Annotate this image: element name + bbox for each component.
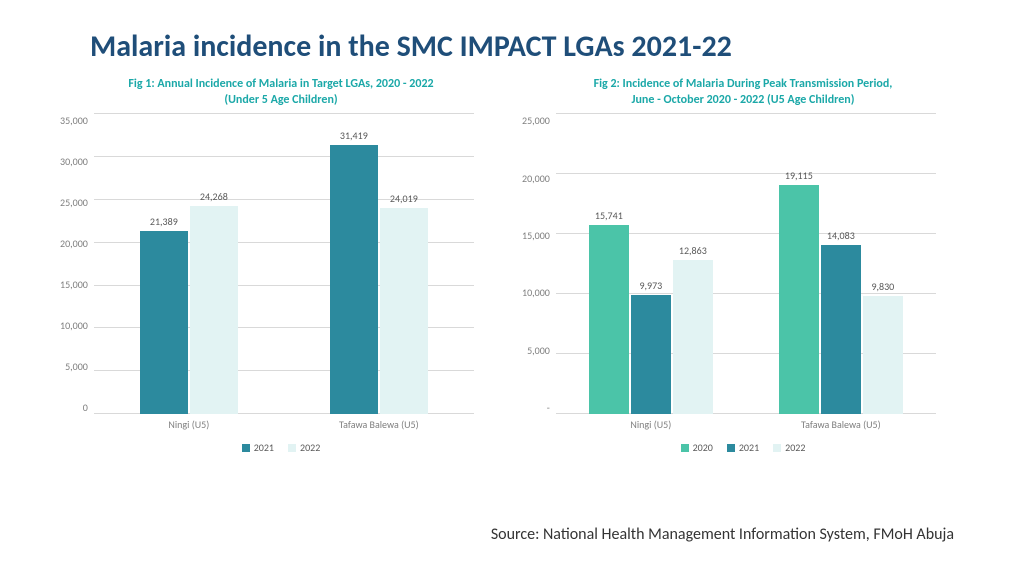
- fig2-ytick: 25,000: [522, 114, 550, 127]
- fig2-ytick: 10,000: [522, 286, 550, 299]
- fig2-bar-label: 12,863: [679, 244, 707, 257]
- fig2-bar-label: 15,741: [595, 209, 623, 222]
- fig1-bar-label: 24,268: [200, 190, 228, 203]
- fig2-bar: 12,863: [673, 260, 713, 414]
- fig1-xlabel: Tafawa Balewa (U5): [284, 414, 474, 431]
- fig2-bar-label: 9,830: [871, 280, 894, 293]
- fig1-bar: 21,389: [140, 231, 188, 414]
- fig1-ytick: 5,000: [65, 360, 88, 373]
- fig2-bar: 19,115: [779, 185, 819, 414]
- fig2-title-line2: June - October 2020 - 2022 (U5 Age Child…: [632, 93, 855, 107]
- fig1-legend-item: 2022: [288, 441, 320, 454]
- source-text: Source: National Health Management Infor…: [491, 525, 954, 544]
- fig2-ytick: -: [547, 401, 550, 414]
- fig1-ytick: 15,000: [60, 278, 88, 291]
- fig2-y-axis: 25,000 20,000 15,000 10,000 5,000 -: [522, 114, 556, 414]
- fig2-bar: 15,741: [589, 225, 629, 414]
- fig2-xlabel: Ningi (U5): [556, 414, 746, 431]
- fig1-ytick: 25,000: [60, 196, 88, 209]
- fig1-plot: 21,38924,26831,41924,019: [94, 114, 474, 414]
- fig2-legend-label: 2021: [739, 441, 759, 454]
- fig2-title: Fig 2: Incidence of Malaria During Peak …: [522, 77, 964, 108]
- fig1-legend-label: 2022: [300, 441, 320, 454]
- slide: Malaria incidence in the SMC IMPACT LGAs…: [0, 0, 1024, 576]
- fig1-bar: 24,268: [190, 206, 238, 414]
- fig1-x-labels: Ningi (U5)Tafawa Balewa (U5): [94, 414, 474, 431]
- fig2-legend-item: 2022: [773, 441, 805, 454]
- fig2-xlabel: Tafawa Balewa (U5): [746, 414, 936, 431]
- fig2-bar: 14,083: [821, 245, 861, 414]
- fig1-legend-swatch: [288, 444, 296, 452]
- fig1-bar-label: 31,419: [340, 129, 368, 142]
- fig1-ytick: 20,000: [60, 237, 88, 250]
- fig1-title: Fig 1: Annual Incidence of Malaria in Ta…: [60, 77, 502, 108]
- fig2-bar: 9,973: [631, 295, 671, 415]
- fig2-ytick: 20,000: [522, 172, 550, 185]
- fig1-title-line2: (Under 5 Age Children): [224, 93, 337, 107]
- fig2-bar-label: 9,973: [639, 279, 662, 292]
- fig2-ytick: 5,000: [527, 344, 550, 357]
- fig1-chart-area: 35,000 30,000 25,000 20,000 15,000 10,000 5,00…: [60, 114, 502, 431]
- fig2-legend-label: 2020: [693, 441, 713, 454]
- fig1-chart: Fig 1: Annual Incidence of Malaria in Ta…: [60, 77, 502, 454]
- fig1-legend-swatch: [242, 444, 250, 452]
- fig2-group: 19,11514,0839,830: [746, 114, 936, 414]
- fig2-bar-label: 14,083: [827, 229, 855, 242]
- fig1-ytick: 0: [83, 401, 88, 414]
- fig2-legend-item: 2021: [727, 441, 759, 454]
- fig1-bar: 24,019: [380, 208, 428, 414]
- fig2-title-line1: Fig 2: Incidence of Malaria During Peak …: [594, 77, 893, 91]
- fig2-group: 15,7419,97312,863: [556, 114, 746, 414]
- fig1-legend: 2021 2022: [60, 441, 502, 454]
- fig1-ytick: 10,000: [60, 319, 88, 332]
- fig2-chart: Fig 2: Incidence of Malaria During Peak …: [522, 77, 964, 454]
- fig2-legend-swatch: [773, 444, 781, 452]
- fig2-bar: 9,830: [863, 296, 903, 414]
- fig1-title-line1: Fig 1: Annual Incidence of Malaria in Ta…: [128, 77, 433, 91]
- fig1-group: 21,38924,268: [94, 114, 284, 414]
- fig1-legend-label: 2021: [254, 441, 274, 454]
- fig2-legend-swatch: [727, 444, 735, 452]
- fig2-chart-area: 25,00020,00015,00010,0005,000- 15,7419,9…: [522, 114, 964, 431]
- fig1-xlabel: Ningi (U5): [94, 414, 284, 431]
- fig2-legend-item: 2020: [681, 441, 713, 454]
- fig1-bar-label: 21,389: [150, 215, 178, 228]
- fig1-legend-item: 2021: [242, 441, 274, 454]
- fig2-legend-label: 2022: [785, 441, 805, 454]
- fig1-bar: 31,419: [330, 145, 378, 414]
- fig2-plot: 15,7419,97312,86319,11514,0839,830: [556, 114, 936, 414]
- fig2-legend-swatch: [681, 444, 689, 452]
- fig2-bar-label: 19,115: [785, 169, 813, 182]
- fig1-group: 31,41924,019: [284, 114, 474, 414]
- page-title: Malaria incidence in the SMC IMPACT LGAs…: [90, 28, 964, 65]
- fig1-ytick: 30,000: [60, 155, 88, 168]
- fig1-y-axis: 35,000 30,000 25,000 20,000 15,000 10,000 5,00…: [60, 114, 94, 414]
- fig1-bar-label: 24,019: [390, 192, 418, 205]
- fig2-legend: 2020 2021 2022: [522, 441, 964, 454]
- fig1-ytick: 35,000: [60, 114, 88, 127]
- fig2-ytick: 15,000: [522, 229, 550, 242]
- fig2-x-labels: Ningi (U5)Tafawa Balewa (U5): [556, 414, 936, 431]
- charts-row: Fig 1: Annual Incidence of Malaria in Ta…: [60, 77, 964, 454]
